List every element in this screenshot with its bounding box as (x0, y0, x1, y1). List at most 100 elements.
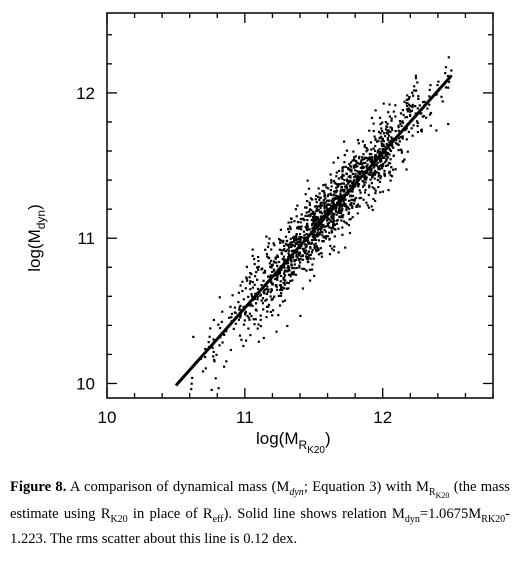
data-point (319, 215, 322, 218)
data-point (311, 268, 314, 271)
data-point (400, 149, 403, 152)
data-point (293, 273, 296, 276)
data-point (283, 274, 287, 277)
data-point (299, 217, 302, 221)
data-point (293, 220, 296, 223)
data-point (342, 199, 345, 202)
data-point (391, 138, 394, 141)
data-point (317, 187, 320, 190)
data-point (326, 217, 330, 220)
data-point (405, 138, 408, 141)
data-point (405, 98, 408, 101)
data-point (319, 228, 322, 231)
data-point (328, 218, 331, 221)
data-point (265, 252, 268, 256)
data-point (447, 56, 450, 59)
data-point (268, 262, 271, 265)
data-point (387, 111, 390, 114)
data-point (318, 192, 321, 195)
data-point (401, 121, 405, 124)
data-point (348, 184, 352, 187)
data-point (282, 278, 285, 281)
data-point (386, 137, 389, 140)
data-point (403, 100, 406, 103)
data-point (334, 190, 337, 193)
data-point (309, 197, 313, 200)
data-point (344, 246, 347, 249)
data-point (266, 310, 269, 313)
data-point (343, 205, 346, 208)
data-point (289, 258, 293, 261)
data-point (341, 209, 344, 212)
data-point (321, 201, 324, 204)
data-point (291, 273, 294, 276)
data-point (204, 367, 207, 370)
data-point (339, 194, 342, 197)
data-point (335, 219, 338, 222)
data-point (416, 107, 419, 110)
data-point (319, 196, 322, 199)
data-point (356, 139, 360, 142)
data-point (284, 279, 287, 282)
data-point (374, 154, 377, 157)
data-point (377, 175, 380, 178)
data-point (354, 169, 357, 172)
data-point (406, 104, 409, 108)
data-point (279, 274, 283, 277)
data-point (365, 150, 368, 153)
data-point (362, 198, 365, 201)
data-point (296, 221, 300, 224)
data-point (320, 204, 324, 207)
data-point (321, 231, 324, 234)
data-point (272, 260, 275, 263)
data-point (296, 227, 299, 230)
data-point (353, 199, 356, 202)
data-point (394, 115, 397, 118)
data-point (251, 286, 254, 289)
data-point (290, 221, 293, 224)
data-point (380, 135, 383, 138)
data-point (351, 182, 354, 185)
data-point (414, 112, 417, 115)
data-point (265, 287, 268, 291)
data-point (363, 184, 366, 187)
data-point (316, 229, 319, 232)
data-point (361, 140, 364, 143)
data-point (401, 135, 404, 138)
data-point (241, 289, 244, 293)
data-point (414, 74, 417, 77)
data-point (298, 241, 301, 244)
data-point (355, 163, 358, 166)
data-point (386, 122, 389, 125)
data-point (361, 179, 364, 183)
data-point (295, 239, 298, 242)
data-point (374, 109, 377, 112)
data-point (288, 273, 291, 277)
data-point (354, 155, 357, 158)
data-point (347, 168, 350, 171)
data-point (290, 263, 293, 266)
data-point (392, 154, 395, 157)
data-point (347, 211, 351, 214)
data-point (312, 215, 315, 218)
data-point (247, 327, 250, 330)
data-point (360, 162, 363, 165)
data-point (328, 203, 331, 206)
data-point (335, 206, 338, 209)
data-point (324, 183, 327, 186)
data-point (267, 256, 270, 259)
data-point (343, 140, 346, 143)
data-point (341, 194, 344, 197)
data-point (357, 157, 361, 160)
data-point (420, 128, 423, 131)
data-point (345, 149, 348, 152)
data-point (295, 235, 298, 238)
data-point (276, 272, 279, 275)
y-tick-label: 11 (77, 229, 95, 248)
data-point (262, 271, 265, 274)
data-point (309, 253, 312, 256)
data-point (310, 209, 313, 212)
data-point (293, 244, 296, 247)
data-point (294, 273, 298, 276)
data-point (201, 370, 205, 373)
